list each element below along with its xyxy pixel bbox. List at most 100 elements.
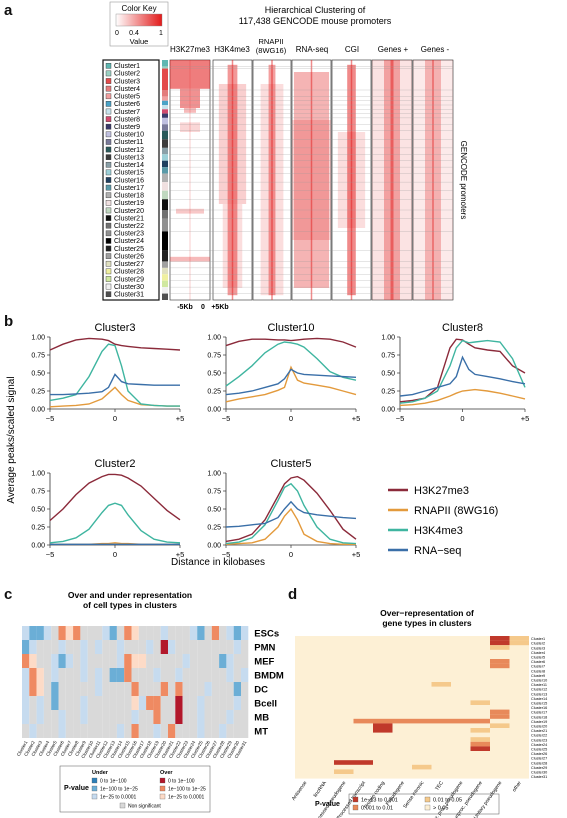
cluster-side-band bbox=[162, 231, 168, 251]
cell-type-cell bbox=[116, 724, 125, 738]
cluster-side-band bbox=[162, 124, 168, 131]
cell-type-cell bbox=[182, 668, 190, 682]
y-tick-label: 1.00 bbox=[381, 335, 395, 342]
cell-type-cell bbox=[197, 626, 205, 640]
legend-swatch bbox=[352, 804, 359, 811]
cluster-swatch bbox=[105, 207, 112, 214]
cell-type-cell bbox=[204, 668, 212, 682]
cell-type-cell bbox=[58, 696, 66, 710]
cell-type-cell bbox=[65, 710, 74, 724]
cell-type-cell bbox=[160, 710, 168, 724]
x-tick-label: +5 bbox=[176, 550, 185, 559]
panel-a-title-line2: 117,438 GENCODE mouse promoters bbox=[239, 16, 392, 26]
x-tick-label: −5 bbox=[222, 414, 231, 423]
cell-type-cell bbox=[58, 668, 66, 682]
gene-type-row-label: Cluster15 bbox=[531, 702, 547, 706]
legend-swatch bbox=[424, 804, 431, 811]
cluster-side-band bbox=[162, 154, 168, 161]
cell-type-cell bbox=[22, 710, 30, 724]
cell-type-cell bbox=[168, 640, 176, 654]
column-header-h3k27me3: H3K27me3 bbox=[170, 45, 211, 54]
cell-type-cell bbox=[51, 696, 59, 710]
cell-type-cell bbox=[102, 668, 110, 682]
cluster-side-band bbox=[162, 210, 168, 219]
gene-type-col-label: TEC bbox=[434, 780, 445, 792]
cluster-label: Cluster28 bbox=[114, 269, 144, 276]
cluster-swatch bbox=[105, 108, 112, 115]
cluster-swatch bbox=[105, 200, 112, 206]
cell-type-cell bbox=[241, 682, 249, 696]
cell-type-cell bbox=[189, 710, 198, 724]
cluster-side-band bbox=[162, 130, 168, 140]
cluster-label: Cluster17 bbox=[114, 185, 144, 192]
cell-type-cell bbox=[58, 682, 66, 696]
cell-type-cell bbox=[102, 682, 110, 696]
cell-type-cell bbox=[95, 668, 103, 682]
cell-type-cell bbox=[219, 710, 227, 724]
cell-type-cell bbox=[160, 654, 168, 668]
gene-type-cell bbox=[490, 723, 510, 728]
cell-type-cell bbox=[153, 668, 161, 682]
cell-type-cell bbox=[160, 724, 168, 738]
gene-type-row-label: Cluster3 bbox=[531, 646, 545, 650]
cluster-side-band bbox=[162, 287, 168, 294]
cell-type-cell bbox=[233, 640, 241, 654]
panel-d-title-line1: Over−representation of bbox=[380, 608, 474, 618]
cell-type-cell bbox=[138, 682, 147, 696]
gene-type-cell bbox=[334, 769, 354, 774]
cell-type-cell bbox=[87, 626, 95, 640]
cluster-label: Cluster25 bbox=[114, 246, 144, 253]
legend-swatch bbox=[91, 777, 98, 784]
cell-type-cell bbox=[226, 710, 234, 724]
cell-type-row-label: MEF bbox=[254, 657, 274, 668]
cluster-side-band bbox=[162, 96, 168, 101]
cluster-label: Cluster27 bbox=[114, 261, 144, 268]
heatmap-signal-band bbox=[184, 108, 196, 113]
cell-type-cell bbox=[80, 724, 88, 738]
panel-d-letter: d bbox=[288, 586, 298, 603]
cell-type-cell bbox=[124, 654, 132, 668]
cell-type-cell bbox=[87, 640, 95, 654]
cell-type-cell bbox=[29, 640, 37, 654]
cell-type-cell bbox=[168, 682, 176, 696]
series-line bbox=[225, 341, 357, 387]
series-line bbox=[399, 355, 526, 397]
y-tick-label: 0.50 bbox=[207, 371, 221, 378]
cell-type-cell bbox=[43, 654, 52, 668]
cell-type-cell bbox=[73, 626, 81, 640]
cell-type-cell bbox=[153, 640, 161, 654]
cell-type-cell bbox=[58, 724, 66, 738]
cell-type-cell bbox=[102, 724, 110, 738]
line-chart-cluster8: Cluster8 0.00 0.25 0.50 0.75 1.00 −5 0 +5 bbox=[381, 322, 529, 423]
cell-type-cell bbox=[109, 682, 117, 696]
cell-type-cell bbox=[168, 668, 176, 682]
cell-type-cell bbox=[65, 626, 74, 640]
cell-type-cell bbox=[80, 710, 88, 724]
gene-type-row-label: Cluster25 bbox=[531, 748, 547, 752]
cell-type-row-label: ESCs bbox=[254, 629, 279, 640]
cell-type-cell bbox=[219, 654, 227, 668]
cell-type-cell bbox=[168, 724, 176, 738]
cell-type-cell bbox=[168, 696, 176, 710]
cell-type-cell bbox=[233, 668, 241, 682]
gene-type-cell bbox=[509, 640, 529, 646]
series-line bbox=[49, 337, 181, 351]
cell-type-cell bbox=[146, 626, 154, 640]
y-tick-label: 1.00 bbox=[207, 471, 221, 478]
cell-type-cell bbox=[138, 696, 147, 710]
gene-type-row-label: Cluster20 bbox=[531, 725, 547, 729]
cell-type-cell bbox=[36, 654, 44, 668]
cluster-swatch bbox=[105, 154, 112, 160]
cell-type-row-label: MT bbox=[254, 727, 268, 738]
cluster-swatch bbox=[105, 291, 112, 298]
cluster-label: Cluster14 bbox=[114, 162, 144, 169]
cluster-label: Cluster21 bbox=[114, 215, 144, 222]
line-chart-title: Cluster8 bbox=[442, 322, 483, 334]
column-header-rnaseq: RNA-seq bbox=[296, 45, 328, 54]
y-tick-label: 0.50 bbox=[207, 507, 221, 514]
gene-type-row-label: Cluster31 bbox=[531, 775, 547, 779]
cluster-label: Cluster7 bbox=[114, 109, 140, 116]
cell-type-cell bbox=[241, 710, 249, 724]
x-tick-label: +5 bbox=[352, 550, 361, 559]
cluster-label: Cluster3 bbox=[114, 78, 140, 85]
